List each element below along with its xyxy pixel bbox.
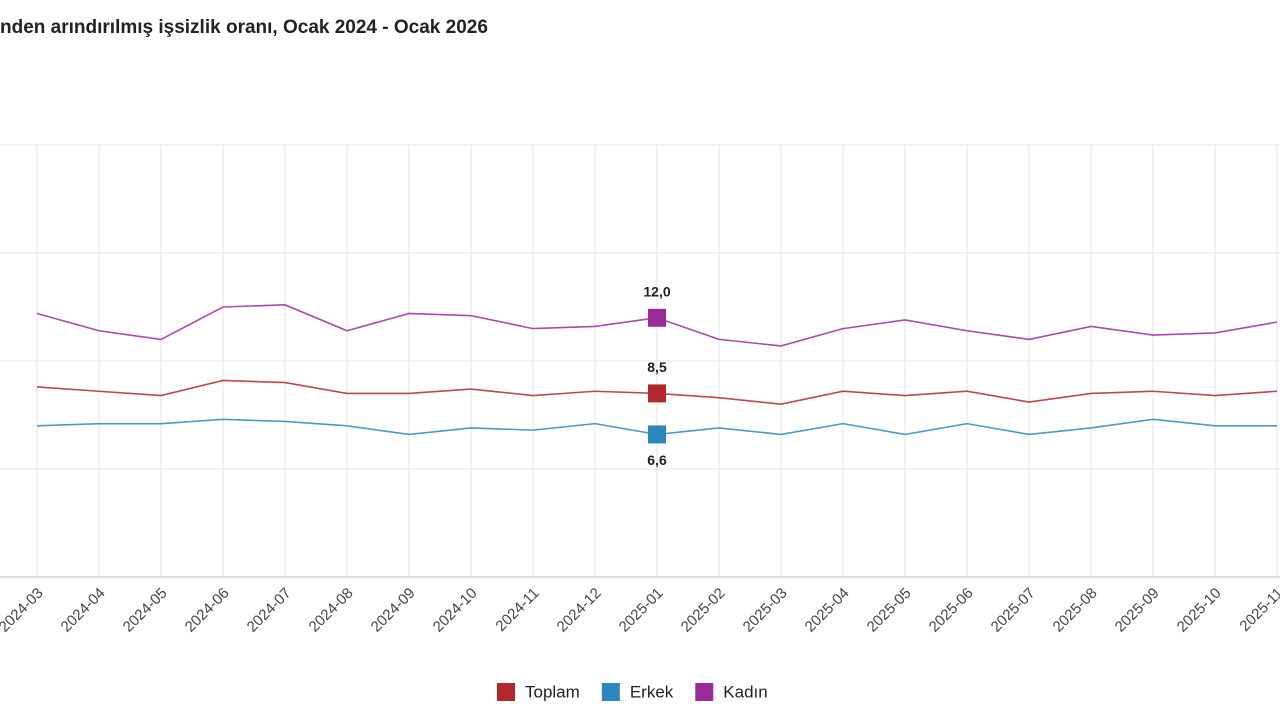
x-tick-label: 2025-11	[1236, 585, 1280, 635]
x-tick-label: 2024-12	[554, 585, 605, 636]
legend-swatch	[695, 683, 714, 701]
x-tick-label: 2024-10	[430, 585, 481, 636]
point-marker	[648, 308, 666, 327]
x-tick-label: 2025-09	[1112, 585, 1163, 636]
x-tick-label: 2025-03	[740, 585, 791, 636]
legend-label: Toplam	[525, 682, 580, 701]
x-tick-label: 2024-05	[120, 585, 171, 636]
chart-title: nden arındırılmış işsizlik oranı, Ocak 2…	[0, 17, 488, 38]
x-tick-label: 2025-02	[678, 585, 729, 636]
x-tick-label: 2025-10	[1174, 585, 1225, 636]
data-label: 8,5	[647, 359, 667, 375]
data-label: 6,6	[647, 452, 667, 468]
x-tick-label: 2024-03	[0, 585, 47, 636]
legend-label: Erkek	[630, 682, 674, 701]
legend: Toplam Erkek Kadın	[497, 682, 768, 701]
legend-swatch	[601, 683, 620, 701]
x-tick-label: 2025-05	[864, 585, 915, 636]
x-tick-label: 2025-04	[802, 585, 853, 636]
x-tick-label: 2024-08	[306, 585, 357, 636]
x-tick-label: 2024-06	[182, 585, 233, 636]
x-tick-label: 2025-08	[1050, 585, 1101, 636]
x-tick-label: 2025-07	[988, 585, 1039, 636]
data-label: 12,0	[643, 284, 670, 300]
point-marker	[648, 384, 666, 403]
x-tick-label: 2024-09	[368, 585, 419, 636]
x-tick-label: 2024-07	[244, 585, 295, 636]
x-tick-label: 2024-04	[58, 585, 109, 636]
x-tick-label: 2025-01	[616, 585, 667, 636]
x-tick-label: 2025-06	[926, 585, 977, 636]
legend-swatch	[497, 683, 515, 701]
legend-label: Kadın	[723, 682, 767, 701]
point-marker	[648, 425, 666, 444]
x-tick-label: 2024-11	[492, 585, 542, 635]
